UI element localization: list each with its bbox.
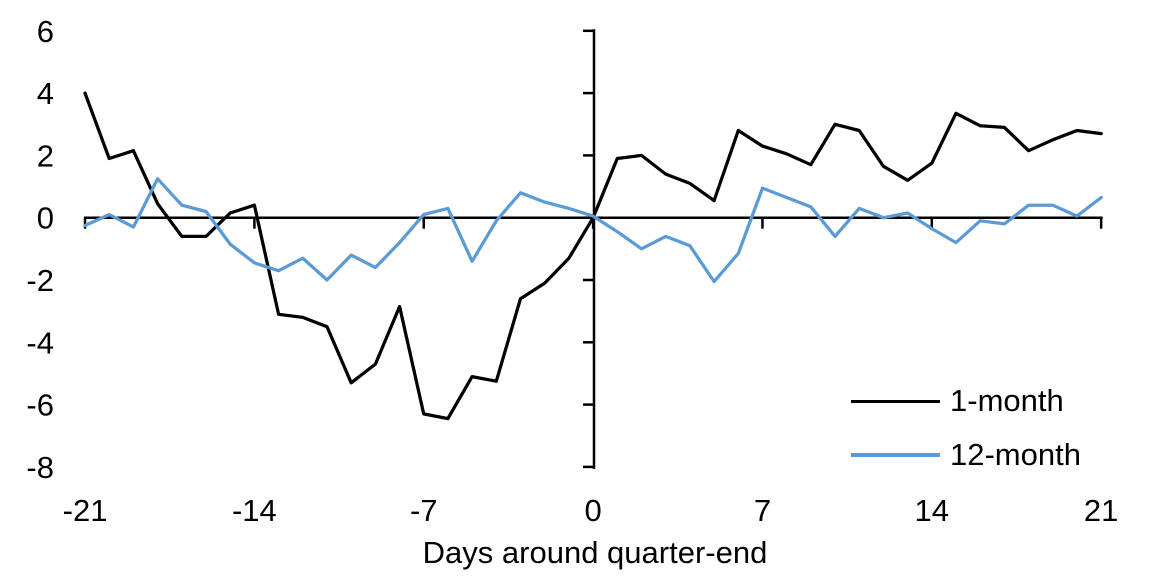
x-axis-title: Days around quarter-end [422,535,768,570]
x-tick-label: -21 [63,493,108,528]
y-tick-label: 6 [37,14,54,49]
series-line-12-month [83,177,1103,284]
legend-item-12-month: 12-month [851,437,1081,473]
x-tick-label: 7 [754,493,771,528]
y-tick-label: -8 [26,450,54,485]
x-tick-label: 14 [915,493,949,528]
legend-line-sample-blue [851,453,940,457]
legend-label: 12-month [950,437,1081,472]
x-tick-label: 21 [1084,493,1118,528]
x-tick-label: 0 [584,493,601,528]
y-tick-label: -4 [26,325,54,360]
x-tick-label: -14 [232,493,277,528]
legend-line-sample-black [851,399,940,403]
x-tick-label: -7 [410,493,438,528]
y-tick-label: 4 [37,76,54,111]
y-tick-label: 0 [37,201,54,236]
legend-label: 1-month [950,383,1064,418]
y-tick-label: -2 [26,263,54,298]
y-tick-label: -6 [26,388,54,423]
y-tick-label: 2 [37,138,54,173]
legend-item-1-month: 1-month [851,383,1064,419]
